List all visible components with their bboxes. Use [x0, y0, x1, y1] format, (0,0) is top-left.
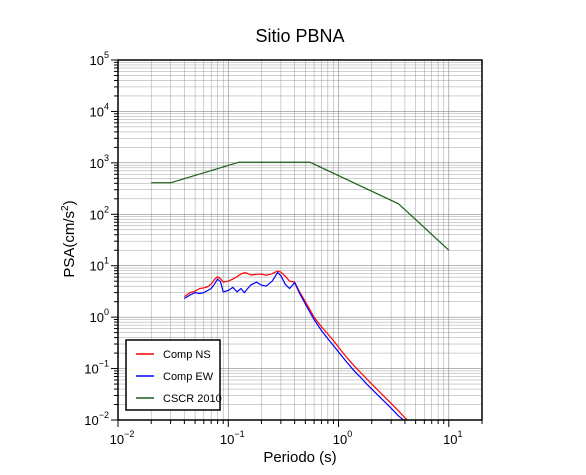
- y-tick-label: 10−2: [84, 410, 109, 428]
- legend-label-comp-ew: Comp EW: [163, 371, 214, 383]
- chart-grid: [117, 59, 483, 421]
- series-line-comp-ew: [184, 271, 405, 420]
- y-axis-label-main: PSA(cm/s: [61, 211, 78, 278]
- y-tick-label: 105: [90, 50, 109, 68]
- chart-series: [151, 161, 450, 420]
- y-tick-label: 101: [90, 256, 109, 274]
- y-tick-label: 104: [90, 101, 109, 119]
- x-tick-label: 100: [333, 429, 352, 447]
- x-tick-label: 10−2: [110, 429, 135, 447]
- y-tick-label: 100: [90, 307, 109, 325]
- y-axis-ticks: 10−2 10−1 100 101 102 103 104 105: [84, 50, 118, 428]
- x-tick-label: 10−1: [220, 429, 245, 447]
- x-axis-label: Periodo (s): [263, 449, 336, 466]
- x-axis-ticks: 10−2 10−1 100 101: [110, 420, 483, 447]
- y-tick-label: 10−1: [84, 359, 109, 377]
- x-tick-label: 101: [443, 429, 462, 447]
- y-axis-label-close: ): [61, 200, 78, 205]
- y-tick-label: 102: [90, 204, 109, 222]
- legend: Comp NS Comp EW CSCR 2010: [125, 339, 222, 411]
- chart-title: Sitio PBNA: [255, 26, 344, 46]
- y-axis-label: PSA(cm/s2): [60, 200, 78, 277]
- plot-frame: [117, 59, 483, 421]
- y-axis-label-sup: 2: [60, 205, 71, 211]
- series-line-comp-ns: [184, 270, 408, 420]
- series-line-cscr-2010: [151, 161, 450, 251]
- legend-label-comp-ns: Comp NS: [163, 349, 211, 361]
- y-tick-label: 103: [90, 153, 109, 171]
- legend-label-cscr-2010: CSCR 2010: [163, 393, 222, 405]
